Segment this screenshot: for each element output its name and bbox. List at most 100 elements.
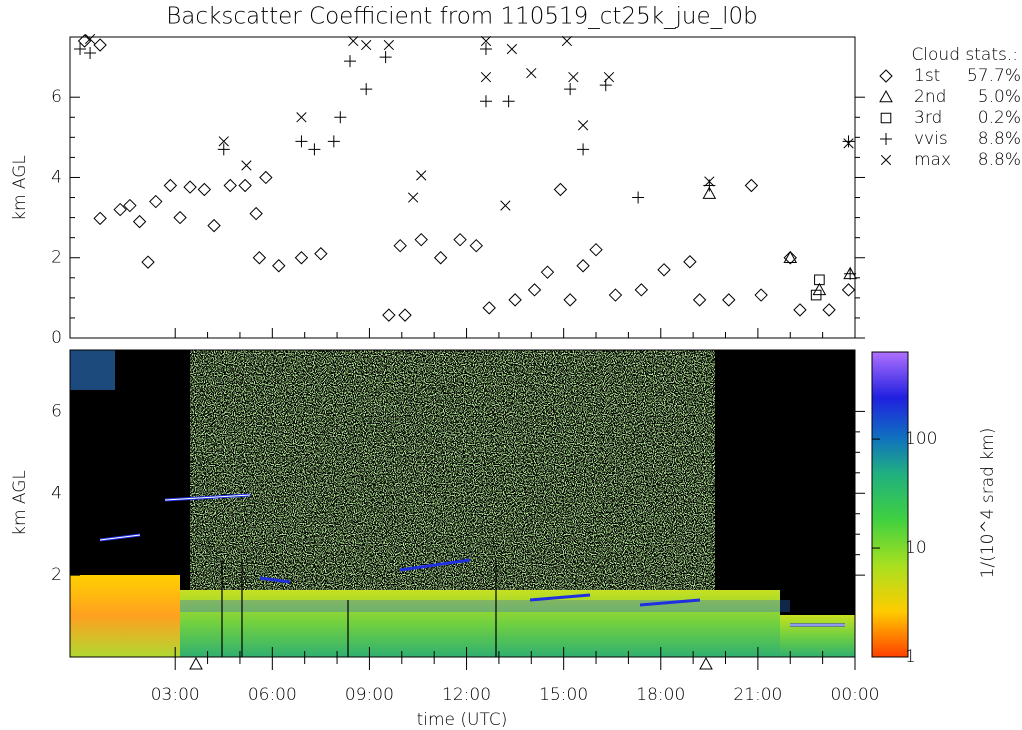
cloud-point [141, 255, 155, 269]
x-tick-label: 12:00 [442, 685, 491, 705]
y-axis-label: km AGL [10, 155, 30, 221]
x-tick-label: 06:00 [248, 685, 297, 705]
legend-name: 1st [914, 66, 940, 86]
cloud-point [379, 51, 392, 64]
cloud-point [754, 288, 768, 302]
cloud-point [314, 247, 328, 261]
legend-percent: 5.0% [978, 87, 1021, 107]
cloud-point [702, 186, 717, 199]
chart-title: Backscatter Coefficient from 110519_ct25… [166, 4, 758, 30]
legend-percent: 8.8% [978, 150, 1021, 170]
cloud-point [149, 194, 163, 209]
cloud-point [207, 218, 221, 233]
cloud-point [506, 43, 518, 55]
cloud-point [577, 143, 590, 156]
y-tick-label: 0 [51, 328, 62, 348]
cloud-point [249, 206, 263, 221]
y-tick-label: 2 [51, 565, 62, 585]
cloud-point [704, 176, 715, 187]
cloud-point [568, 71, 579, 83]
cloud-point [500, 200, 511, 211]
lower-frame [69, 349, 856, 658]
colorbar-label: 1/(10^4 srad km) [978, 428, 998, 579]
y-tick-label: 4 [51, 167, 62, 187]
cloud-point [657, 263, 671, 277]
legend-name: max [914, 150, 951, 170]
cloud-point [295, 135, 308, 148]
cloud-point [74, 43, 87, 56]
cloud-point [844, 267, 857, 280]
cloud-point [453, 232, 467, 247]
cloud-point [348, 35, 359, 47]
legend-title: Cloud stats.: [911, 45, 1018, 65]
cloud-point [683, 255, 697, 269]
x-tick-label: 09:00 [345, 685, 394, 705]
y-tick-label: 2 [51, 248, 62, 268]
legend-name: 3rd [914, 108, 942, 128]
cloud-point [469, 238, 483, 253]
cloud-point [589, 242, 603, 257]
cloud-point [841, 283, 856, 297]
cloud-point [603, 71, 615, 83]
legend-percent: 0.2% [978, 108, 1021, 128]
cloud-point [480, 35, 492, 47]
cloud-point [334, 111, 347, 124]
legend-percent: 8.8% [978, 129, 1021, 149]
legend-name: vvis [914, 129, 948, 149]
cloud-point [218, 136, 229, 147]
cloud-point [183, 180, 197, 194]
colorbar-tick-label: 1 [905, 647, 916, 667]
cloud-point [814, 274, 825, 286]
cloud-point [793, 303, 807, 317]
cloud-point [608, 288, 623, 302]
cloud-point [692, 293, 707, 307]
x-axis-label: time (UTC) [417, 710, 508, 730]
legend-marker [880, 133, 892, 145]
x-tick-label: 00:00 [831, 685, 880, 705]
colorbar-tick-label: 10 [905, 538, 927, 558]
cloud-point [722, 293, 736, 307]
cloud-point [540, 265, 555, 279]
legend-marker [880, 112, 892, 124]
cloud-point [223, 178, 237, 193]
instrument-markers [189, 656, 713, 670]
cloud-point [84, 47, 97, 60]
y-tick-label: 6 [51, 87, 62, 107]
legend-marker [880, 154, 892, 166]
cloud-point [480, 71, 492, 83]
cloud-point [382, 308, 396, 322]
cloud-point [810, 289, 822, 301]
y-tick-label: 4 [51, 483, 62, 503]
cloud-point [744, 178, 759, 193]
cloud-point [132, 214, 147, 229]
cloud-point [599, 79, 612, 92]
cloud-point [344, 55, 357, 68]
cloud-point [479, 95, 492, 108]
cloud-point [783, 250, 798, 264]
legend-marker [879, 89, 893, 103]
cloud-point [416, 170, 427, 181]
y-axis-label: km AGL [10, 470, 30, 536]
cloud-point [272, 259, 286, 273]
cloud-point [84, 33, 96, 45]
cloud-point [482, 301, 496, 315]
cloud-point [842, 135, 855, 148]
cloud-point [296, 112, 307, 123]
legend-marker [879, 69, 893, 83]
x-tick-label: 03:00 [151, 685, 200, 705]
cloud-point [123, 198, 137, 213]
cloud-point [197, 182, 212, 197]
cloud-point [308, 143, 321, 156]
cloud-point [113, 202, 127, 217]
cloud-point [783, 251, 797, 265]
backscatter-image [70, 350, 855, 657]
legend-name: 2nd [914, 87, 946, 107]
cloud-point [259, 170, 273, 185]
colorbar [871, 351, 909, 658]
cloud-point [393, 238, 407, 253]
cloud-point [553, 182, 568, 197]
cloud-point [632, 191, 645, 204]
legend-percent: 57.7% [967, 66, 1021, 86]
cloud-point [812, 282, 827, 296]
